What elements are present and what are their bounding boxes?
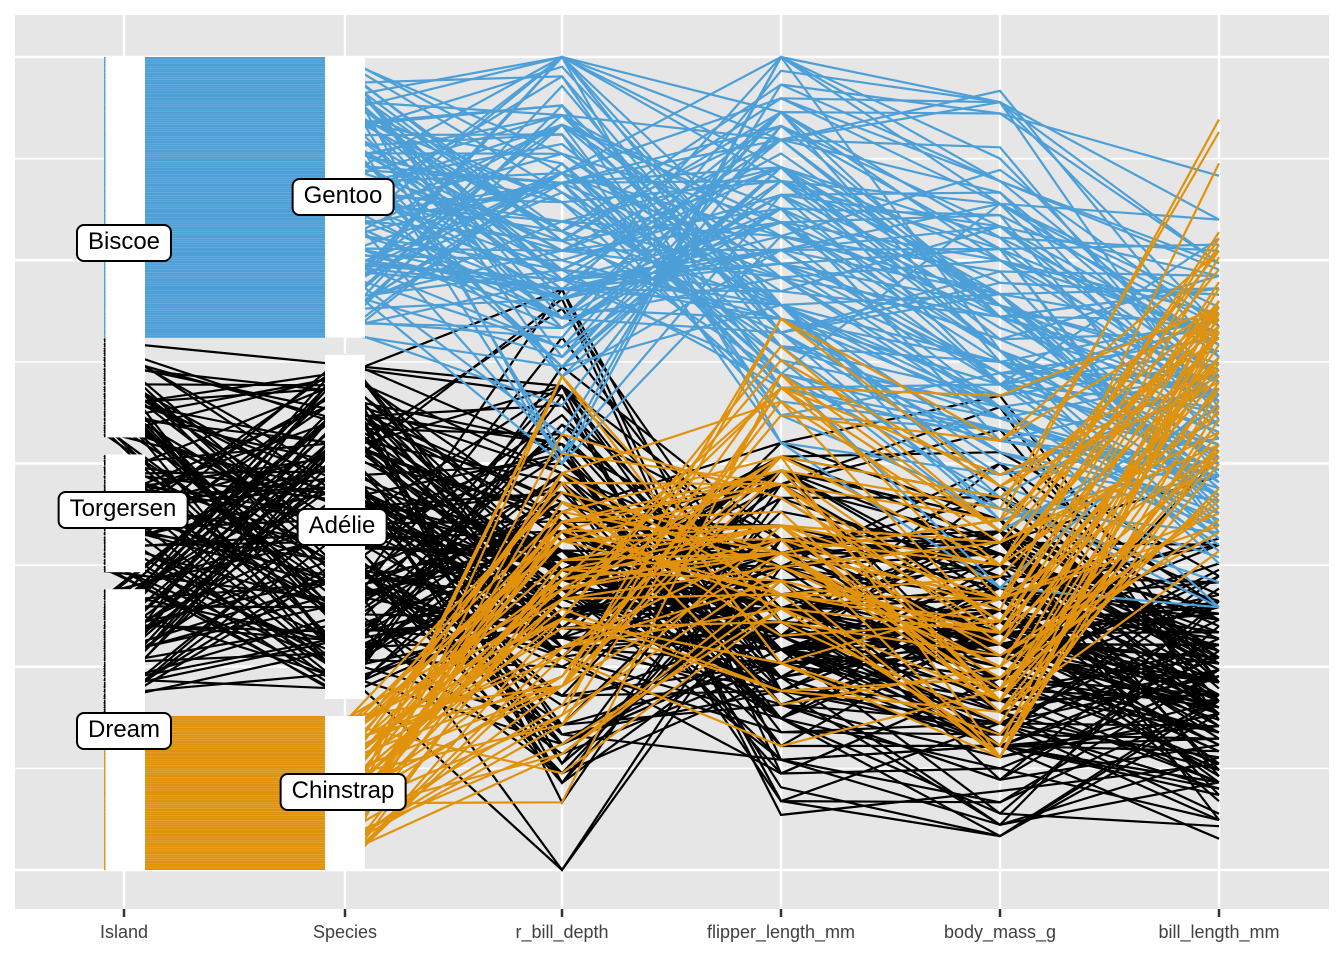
penguin-line: [104, 356, 1220, 857]
penguin-line: [104, 368, 1220, 834]
penguin-line: [104, 55, 1220, 408]
penguin-line: [104, 375, 1220, 868]
penguin-line: [104, 165, 1220, 302]
penguin-line: [104, 306, 1220, 823]
penguin-line: [104, 381, 1220, 839]
penguin-line: [104, 120, 1220, 466]
penguin-line: [104, 444, 1220, 864]
penguin-line: [104, 113, 1220, 502]
penguin-line: [104, 165, 1220, 434]
penguin-lines: [103, 55, 1220, 872]
penguin-line: [103, 526, 1220, 725]
penguin-line: [104, 118, 1220, 766]
axis-label-body-mass-g: body_mass_g: [943, 922, 1057, 942]
penguin-line: [104, 97, 1220, 321]
axis-tick: [560, 909, 564, 917]
penguin-line: [104, 110, 1220, 377]
penguin-line: [104, 356, 1220, 841]
penguin-line: [104, 55, 1220, 434]
penguin-line: [104, 431, 1220, 871]
penguin-line: [104, 306, 1220, 852]
axis-tick: [122, 909, 126, 917]
category-label-chinstrap: Chinstrap: [279, 773, 407, 811]
penguin-line: [104, 281, 1220, 737]
axis-label-bill-length-mm: bill_length_mm: [1158, 922, 1280, 942]
penguin-line: [104, 171, 1220, 427]
axis-tick: [343, 909, 347, 917]
penguin-line: [104, 181, 1220, 417]
axis-ticks: [122, 909, 1221, 917]
penguin-line: [104, 231, 1220, 757]
penguin-line: [104, 207, 1220, 490]
penguin-line: [104, 171, 1220, 609]
penguin-line: [104, 97, 1220, 265]
category-label-biscoe: Biscoe: [75, 224, 173, 262]
axis-label-island: Island: [99, 922, 149, 942]
penguin-line: [104, 123, 1220, 515]
category-label-adelie: Adélie: [296, 508, 388, 546]
penguin-line: [104, 456, 1220, 755]
penguin-line: [104, 179, 1220, 533]
penguin-line: [104, 387, 1220, 830]
axis-tick: [1217, 909, 1221, 917]
penguin-line: [104, 456, 1220, 818]
category-label-gentoo: Gentoo: [291, 178, 395, 216]
penguin-line: [104, 443, 1220, 732]
penguin-line: [104, 306, 1220, 848]
penguin-line: [104, 374, 1220, 816]
penguin-line: [104, 220, 1220, 334]
category-label-dream: Dream: [75, 712, 173, 750]
axis-tick: [779, 909, 783, 917]
penguin-line: [104, 325, 1220, 861]
penguin-line: [104, 231, 1220, 389]
penguin-line: [104, 154, 1220, 459]
axis-label-r-bill-depth: r_bill_depth: [515, 922, 609, 942]
axis-tick: [998, 909, 1002, 917]
penguin-line: [104, 300, 1220, 837]
penguin-line: [104, 89, 1220, 358]
penguin-line: [103, 394, 1220, 826]
penguin-line: [103, 442, 1220, 714]
penguin-line: [103, 472, 1220, 775]
penguin-line: [104, 303, 1220, 397]
species-lines-0: [104, 55, 1220, 609]
penguin-line: [104, 325, 1220, 846]
penguin-line: [104, 110, 1220, 440]
penguin-line: [103, 467, 1220, 782]
penguin-line: [104, 162, 1220, 490]
axis-label-flipper-length-mm: flipper_length_mm: [706, 922, 856, 942]
penguin-line: [104, 55, 1220, 359]
category-label-torgersen: Torgersen: [57, 491, 189, 529]
penguin-line: [104, 207, 1220, 349]
axis-label-species: Species: [312, 922, 378, 942]
penguin-line: [103, 384, 1220, 817]
penguin-line: [104, 124, 1220, 407]
penguin-line: [104, 244, 1220, 859]
penguin-line: [104, 131, 1220, 850]
penguin-line: [104, 69, 1220, 339]
penguin-line: [104, 265, 1220, 318]
penguin-line: [104, 256, 1220, 827]
penguin-line: [104, 406, 1220, 855]
penguin-line: [104, 450, 1220, 866]
penguin-line: [104, 225, 1220, 377]
